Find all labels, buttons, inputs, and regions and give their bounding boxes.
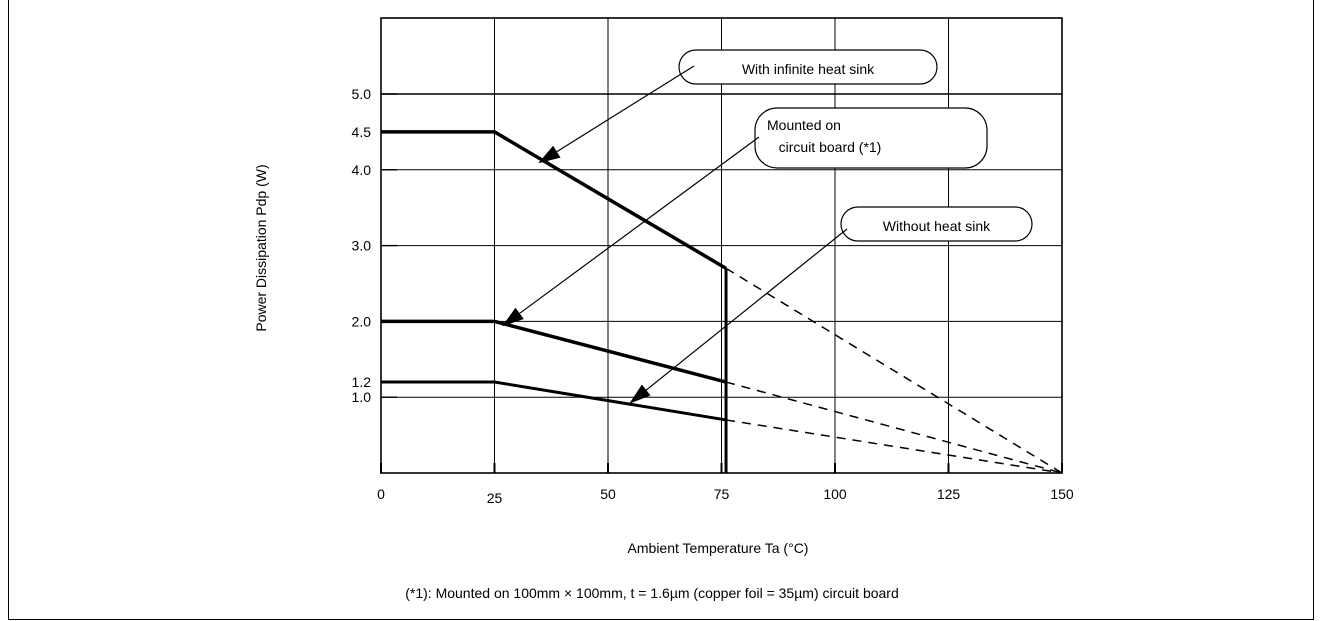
callout-box	[754, 107, 988, 169]
x-tick-label: 150	[1050, 486, 1074, 502]
callout-label: circuit board (*1)	[779, 139, 882, 155]
y-tick-label: 1.2	[352, 374, 372, 390]
y-tick-label: 3.0	[352, 238, 372, 254]
x-tick-label: 50	[600, 486, 616, 502]
x-tick-label: 25	[487, 490, 503, 506]
callout-label: With infinite heat sink	[742, 61, 875, 77]
callouts: With infinite heat sink Mounted on circui…	[501, 49, 1033, 404]
callout-label: Mounted on	[767, 117, 841, 133]
footnote: (*1): Mounted on 100mm × 100mm, t = 1.6µ…	[405, 585, 899, 601]
callout-arrow	[629, 228, 848, 404]
callout-box	[840, 206, 1033, 242]
x-tick-label: 125	[937, 486, 961, 502]
series-group	[381, 130, 1063, 474]
y-tick-label: 4.0	[352, 162, 372, 178]
series-line	[381, 380, 727, 422]
callout-arrow	[501, 136, 760, 327]
series-extension	[725, 381, 1063, 474]
x-tick-label: 75	[714, 486, 730, 502]
y-tick-label: 4.5	[352, 124, 372, 140]
callout-box	[678, 49, 938, 85]
series-extension	[725, 267, 1063, 474]
x-tick-label: 0	[377, 486, 385, 502]
y-tick-label: 1.0	[352, 389, 372, 405]
figure-frame	[8, 0, 1314, 620]
series-line	[381, 130, 727, 270]
axes: 1.01.2 2.0 3.0 4.0 4.5 5.0 0 25 50 75 100 125 150	[352, 17, 1074, 506]
series-extension	[725, 419, 1063, 474]
y-tick-label: 5.0	[352, 86, 372, 102]
callout-arrow	[538, 65, 695, 164]
callout-label: Without heat sink	[883, 218, 991, 234]
series-line	[381, 319, 727, 384]
grid	[381, 18, 1062, 473]
x-tick-label: 100	[823, 486, 847, 502]
y-axis-title: Power Dissipation Pdp (W)	[253, 164, 269, 331]
x-axis-title: Ambient Temperature Ta (°C)	[628, 540, 809, 556]
y-tick-label: 2.0	[352, 313, 372, 329]
